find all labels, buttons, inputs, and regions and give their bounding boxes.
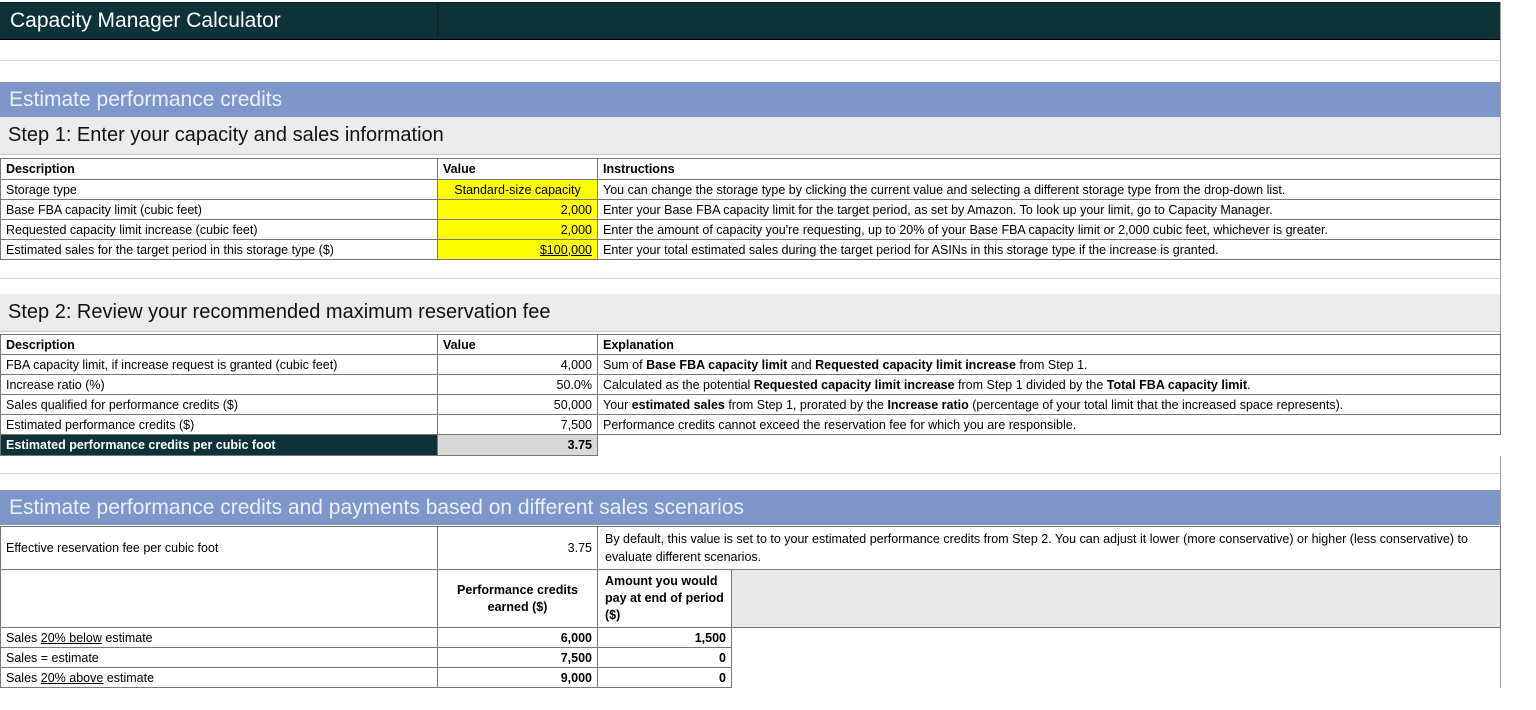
step1-table: Description Value Instructions Storage t…: [0, 158, 1501, 260]
empty-cell: [0, 569, 438, 628]
column-header-value: Value: [437, 158, 598, 180]
column-header-description: Description: [0, 334, 438, 355]
value-input-cell[interactable]: 2,000: [437, 199, 598, 220]
description-cell: Requested capacity limit increase (cubic…: [0, 219, 438, 240]
gridline: [0, 278, 1500, 279]
spacer: [0, 332, 1500, 334]
spreadsheet: Capacity Manager Calculator Estimate per…: [0, 2, 1501, 688]
step2-table: Description Value Explanation FBA capaci…: [0, 334, 1501, 456]
description-cell: FBA capacity limit, if increase request …: [0, 354, 438, 375]
value-input-cell[interactable]: $100,000: [437, 239, 598, 260]
table-row: Estimated sales for the target period in…: [0, 239, 1501, 260]
description-cell: Estimated sales for the target period in…: [0, 239, 438, 260]
amount-pay-cell: 0: [597, 667, 732, 688]
gridline: [0, 473, 1500, 474]
table-row: Requested capacity limit increase (cubic…: [0, 219, 1501, 240]
description-cell: Estimated performance credits ($): [0, 414, 438, 435]
section-header-label: Estimate performance credits and payment…: [9, 495, 744, 519]
section-header-label: Estimate performance credits: [9, 87, 283, 111]
fee-row-note: By default, this value is set to to your…: [597, 526, 1501, 570]
instruction-cell: Enter your Base FBA capacity limit for t…: [597, 199, 1501, 220]
credits-earned-cell: 6,000: [437, 627, 598, 648]
total-row: Estimated performance credits per cubic …: [0, 434, 1501, 456]
spacer: [0, 40, 1500, 82]
column-header-description: Description: [0, 158, 438, 180]
description-cell: Storage type: [0, 179, 438, 200]
table-row: Base FBA capacity limit (cubic feet) 2,00…: [0, 199, 1501, 220]
step1-heading: Step 1: Enter your capacity and sales in…: [0, 117, 1500, 155]
explanation-cell: Calculated as the potential Requested ca…: [597, 374, 1501, 395]
fee-row-label: Effective reservation fee per cubic foot: [0, 526, 438, 570]
step1-heading-label: Step 1: Enter your capacity and sales in…: [8, 124, 444, 146]
spacer: [0, 260, 1500, 294]
total-row-value: 3.75: [437, 434, 598, 456]
page-title: Capacity Manager Calculator: [10, 8, 281, 32]
column-header-value: Value: [437, 334, 598, 355]
table-header-row: Description Value Explanation: [0, 334, 1501, 355]
value-cell: 4,000: [437, 354, 598, 375]
column-header-instructions: Instructions: [597, 158, 1501, 180]
instruction-cell: Enter the amount of capacity you're requ…: [597, 219, 1501, 240]
spacer: [0, 155, 1500, 158]
storage-type-select[interactable]: Standard-size capacity: [437, 179, 598, 200]
empty-cell: [597, 434, 1501, 456]
column-header-amount-pay: Amount you would pay at end of period ($…: [597, 569, 732, 628]
spacer: [0, 456, 1500, 490]
column-header-explanation: Explanation: [597, 334, 1501, 355]
credits-earned-cell: 9,000: [437, 667, 598, 688]
amount-pay-cell: 0: [597, 647, 732, 668]
value-cell: 50.0%: [437, 374, 598, 395]
amount-pay-cell: 1,500: [597, 627, 732, 648]
effective-fee-input[interactable]: 3.75: [437, 526, 598, 570]
value-cell: 7,500: [437, 414, 598, 435]
scenario-label-cell: Sales 20% above estimate: [0, 667, 438, 688]
table-row: Increase ratio (%) 50.0% Calculated as the…: [0, 374, 1501, 395]
scenario-row: Sales 20% below estimate 6,000 1,500: [0, 627, 1501, 648]
value-cell: 50,000: [437, 394, 598, 415]
instruction-cell: You can change the storage type by click…: [597, 179, 1501, 200]
gridline: [0, 60, 1500, 61]
credits-earned-cell: 7,500: [437, 647, 598, 668]
description-cell: Increase ratio (%): [0, 374, 438, 395]
scenario-side-panel: [731, 569, 1501, 628]
scenario-label-cell: Sales 20% below estimate: [0, 627, 438, 648]
app-title-bar: Capacity Manager Calculator: [0, 2, 1500, 40]
explanation-cell: Your estimated sales from Step 1, prorat…: [597, 394, 1501, 415]
description-cell: Base FBA capacity limit (cubic feet): [0, 199, 438, 220]
section-header-scenarios: Estimate performance credits and payment…: [0, 490, 1500, 525]
table-row: Sales qualified for performance credits …: [0, 394, 1501, 415]
table-row: Storage type Standard-size capacity You ca…: [0, 179, 1501, 200]
explanation-cell: Sum of Base FBA capacity limit and Reque…: [597, 354, 1501, 375]
column-header-credits-earned: Performance credits earned ($): [437, 569, 598, 628]
scenario-row: Sales = estimate 7,500 0: [0, 647, 1501, 668]
table-row: Estimated performance credits ($) 7,500 Pe…: [0, 414, 1501, 435]
fee-row: Effective reservation fee per cubic foot…: [0, 526, 1501, 570]
scenarios-table: Effective reservation fee per cubic foot…: [0, 526, 1501, 688]
spacer: [0, 525, 1500, 526]
table-header-row: Description Value Instructions: [0, 158, 1501, 180]
value-input-cell[interactable]: 2,000: [437, 219, 598, 240]
total-row-label: Estimated performance credits per cubic …: [0, 434, 438, 456]
title-cell-divider: [437, 4, 439, 37]
description-cell: Sales qualified for performance credits …: [0, 394, 438, 415]
section-header-credits: Estimate performance credits: [0, 82, 1500, 117]
step2-heading: Step 2: Review your recommended maximum …: [0, 294, 1500, 332]
scenario-header-row: Performance credits earned ($) Amount yo…: [0, 569, 1501, 628]
explanation-cell: Performance credits cannot exceed the re…: [597, 414, 1501, 435]
instruction-cell: Enter your total estimated sales during …: [597, 239, 1501, 260]
step2-heading-label: Step 2: Review your recommended maximum …: [8, 301, 551, 323]
scenario-row: Sales 20% above estimate 9,000 0: [0, 667, 1501, 688]
scenario-label-cell: Sales = estimate: [0, 647, 438, 668]
table-row: FBA capacity limit, if increase request …: [0, 354, 1501, 375]
